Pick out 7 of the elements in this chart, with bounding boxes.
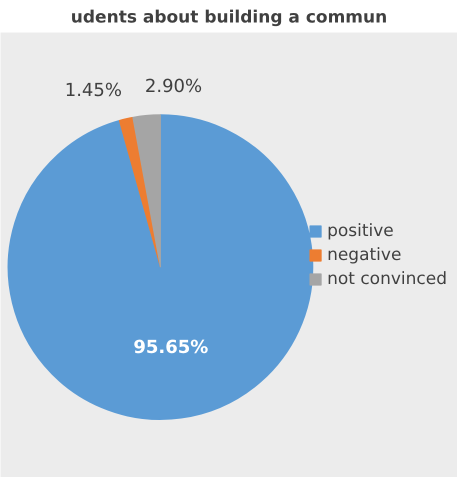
data-label: 1.45% [64, 80, 122, 102]
legend-label: negative [327, 244, 402, 264]
legend-label: positive [327, 220, 394, 240]
data-label: 95.65% [133, 336, 208, 358]
data-label: 2.90% [144, 76, 202, 98]
legend-label: not convinced [327, 268, 447, 288]
chart-title: udents about building a commun [70, 8, 388, 28]
